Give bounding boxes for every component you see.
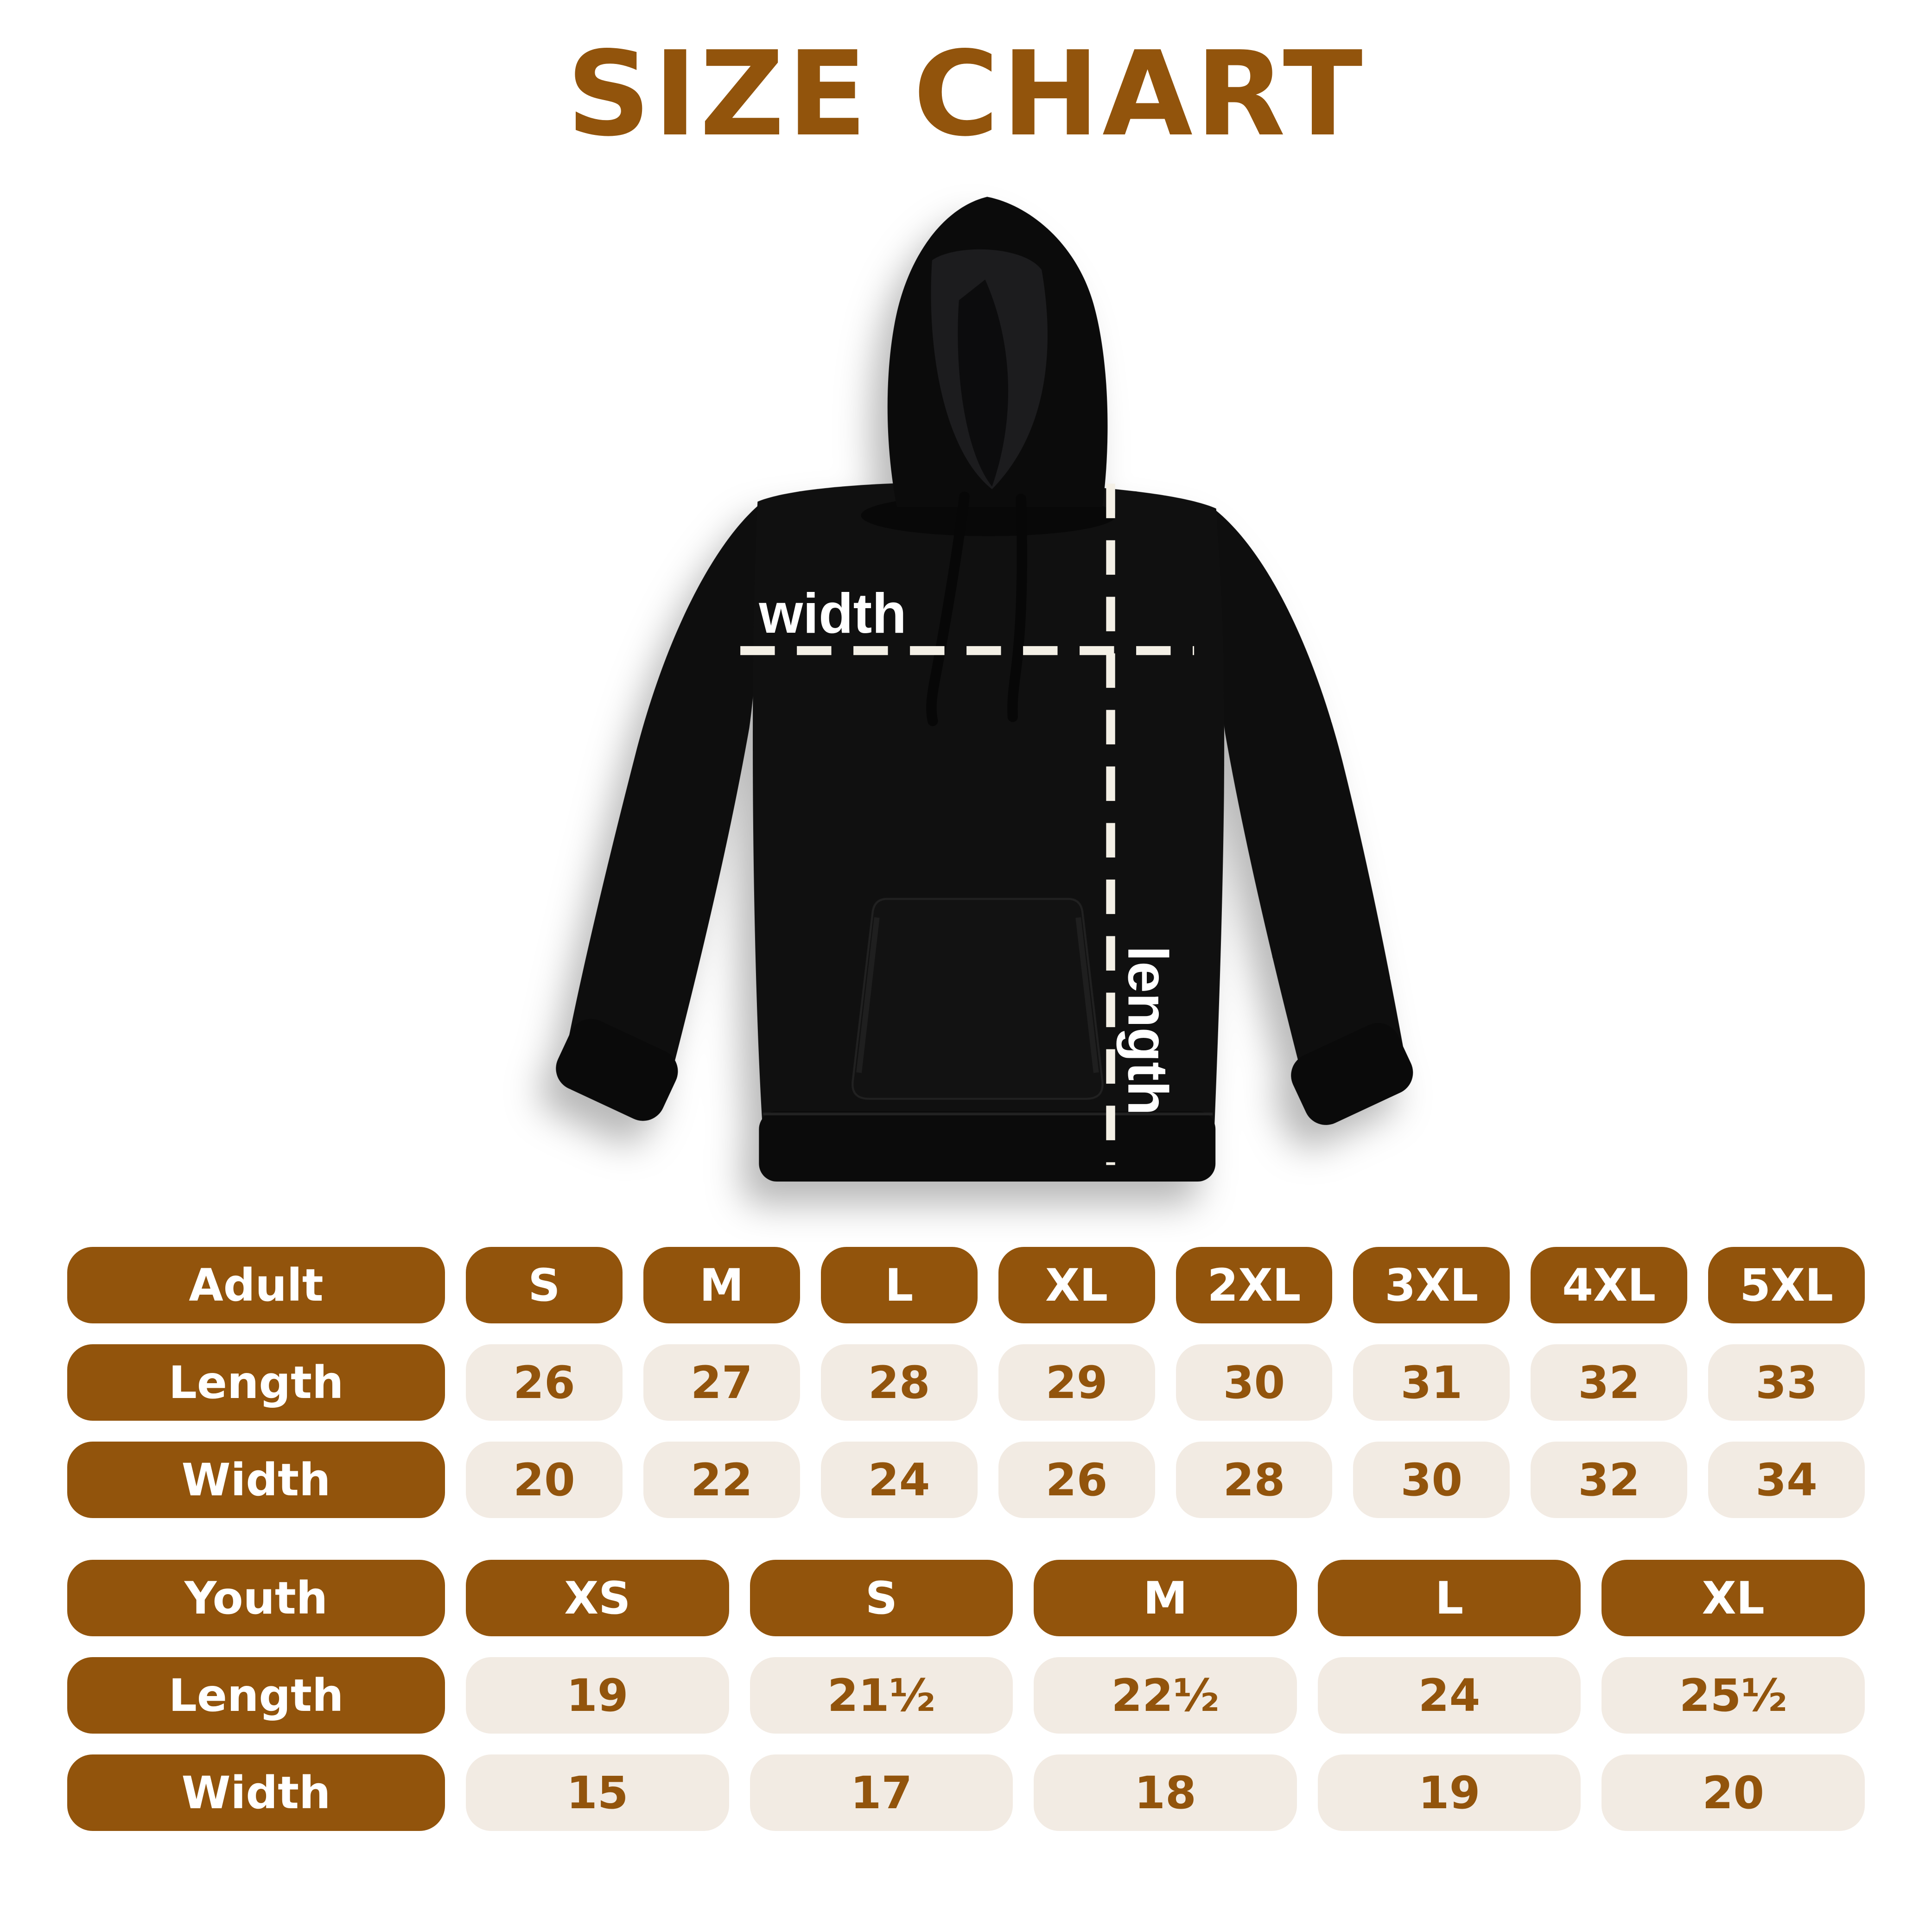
size-value-cell: 19 xyxy=(466,1657,729,1734)
size-header-pill: 4XL xyxy=(1531,1247,1688,1323)
hoodie-left-cuff xyxy=(556,1019,678,1121)
length-measure-label: length xyxy=(1117,946,1180,1115)
size-value-cell: 31 xyxy=(1353,1344,1510,1421)
hoodie-hem-band xyxy=(759,1111,1216,1182)
hoodie-right-cuff xyxy=(1291,1023,1413,1125)
hoodie-left-sleeve xyxy=(568,500,765,1088)
size-header-pill: M xyxy=(1034,1560,1297,1636)
size-header-pill: XL xyxy=(998,1247,1155,1323)
size-value-cell: 20 xyxy=(466,1442,623,1518)
size-header-pill: L xyxy=(820,1247,978,1323)
youth-width-row: Width 15 17 18 19 20 xyxy=(67,1754,1865,1831)
size-value-cell: 20 xyxy=(1602,1754,1865,1831)
row-label-pill: Youth xyxy=(67,1560,445,1636)
row-label-pill: Adult xyxy=(67,1247,445,1323)
adult-size-table: Adult S M L XL 2XL 3XL 4XL 5XL Length 26… xyxy=(67,1247,1865,1518)
size-value-cell: 25½ xyxy=(1602,1657,1865,1734)
size-value-cell: 15 xyxy=(466,1754,729,1831)
drawstring-right xyxy=(1007,494,1027,722)
size-header-pill: S xyxy=(466,1247,623,1323)
row-label-pill: Length xyxy=(67,1344,445,1421)
size-header-pill: 5XL xyxy=(1708,1247,1865,1323)
size-value-cell: 33 xyxy=(1708,1344,1865,1421)
size-value-cell: 21½ xyxy=(750,1657,1013,1734)
hoodie-photo: width length xyxy=(440,176,1506,1242)
adult-width-row: Width 20 22 24 26 28 30 32 34 xyxy=(67,1442,1865,1518)
size-value-cell: 34 xyxy=(1708,1442,1865,1518)
size-header-pill: XL xyxy=(1602,1560,1865,1636)
size-value-cell: 30 xyxy=(1176,1344,1333,1421)
page-title: SIZE CHART xyxy=(566,26,1366,162)
size-value-cell: 19 xyxy=(1317,1754,1581,1831)
size-value-cell: 24 xyxy=(1317,1657,1581,1734)
youth-size-table: Youth XS S M L XL Length 19 21½ 22½ 24 2… xyxy=(67,1560,1865,1831)
drawstring-left xyxy=(926,491,970,726)
size-tables: Adult S M L XL 2XL 3XL 4XL 5XL Length 26… xyxy=(67,1247,1865,1852)
size-value-cell: 28 xyxy=(1176,1442,1333,1518)
row-label-pill: Width xyxy=(67,1754,445,1831)
size-value-cell: 32 xyxy=(1531,1344,1688,1421)
size-value-cell: 22½ xyxy=(1034,1657,1297,1734)
pocket-opening-right xyxy=(1075,917,1099,1073)
size-value-cell: 28 xyxy=(820,1344,978,1421)
size-value-cell: 30 xyxy=(1353,1442,1510,1518)
youth-length-row: Length 19 21½ 22½ 24 25½ xyxy=(67,1657,1865,1734)
size-value-cell: 32 xyxy=(1531,1442,1688,1518)
hoodie-illustration: width length xyxy=(556,197,1413,1182)
size-value-cell: 17 xyxy=(750,1754,1013,1831)
kangaroo-pocket xyxy=(851,897,1104,1100)
size-header-pill: XS xyxy=(466,1560,729,1636)
size-value-cell: 26 xyxy=(998,1442,1155,1518)
size-header-pill: 3XL xyxy=(1353,1247,1510,1323)
width-measure-label: width xyxy=(758,582,906,645)
adult-length-row: Length 26 27 28 29 30 31 32 33 xyxy=(67,1344,1865,1421)
size-value-cell: 18 xyxy=(1034,1754,1297,1831)
size-value-cell: 29 xyxy=(998,1344,1155,1421)
youth-header-row: Youth XS S M L XL xyxy=(67,1560,1865,1636)
size-value-cell: 27 xyxy=(643,1344,800,1421)
size-header-pill: L xyxy=(1317,1560,1581,1636)
size-value-cell: 24 xyxy=(820,1442,978,1518)
row-label-pill: Length xyxy=(67,1657,445,1734)
pocket-opening-left xyxy=(856,917,880,1073)
adult-header-row: Adult S M L XL 2XL 3XL 4XL 5XL xyxy=(67,1247,1865,1323)
hoodie-right-sleeve xyxy=(1214,510,1403,1093)
hoodie-garment xyxy=(556,197,1413,1182)
size-value-cell: 26 xyxy=(466,1344,623,1421)
size-value-cell: 22 xyxy=(643,1442,800,1518)
hood-inner-fold xyxy=(958,280,1008,487)
size-header-pill: S xyxy=(750,1560,1013,1636)
size-header-pill: M xyxy=(643,1247,800,1323)
size-header-pill: 2XL xyxy=(1176,1247,1333,1323)
measurement-overlay: width length xyxy=(740,483,1195,1165)
row-label-pill: Width xyxy=(67,1442,445,1518)
